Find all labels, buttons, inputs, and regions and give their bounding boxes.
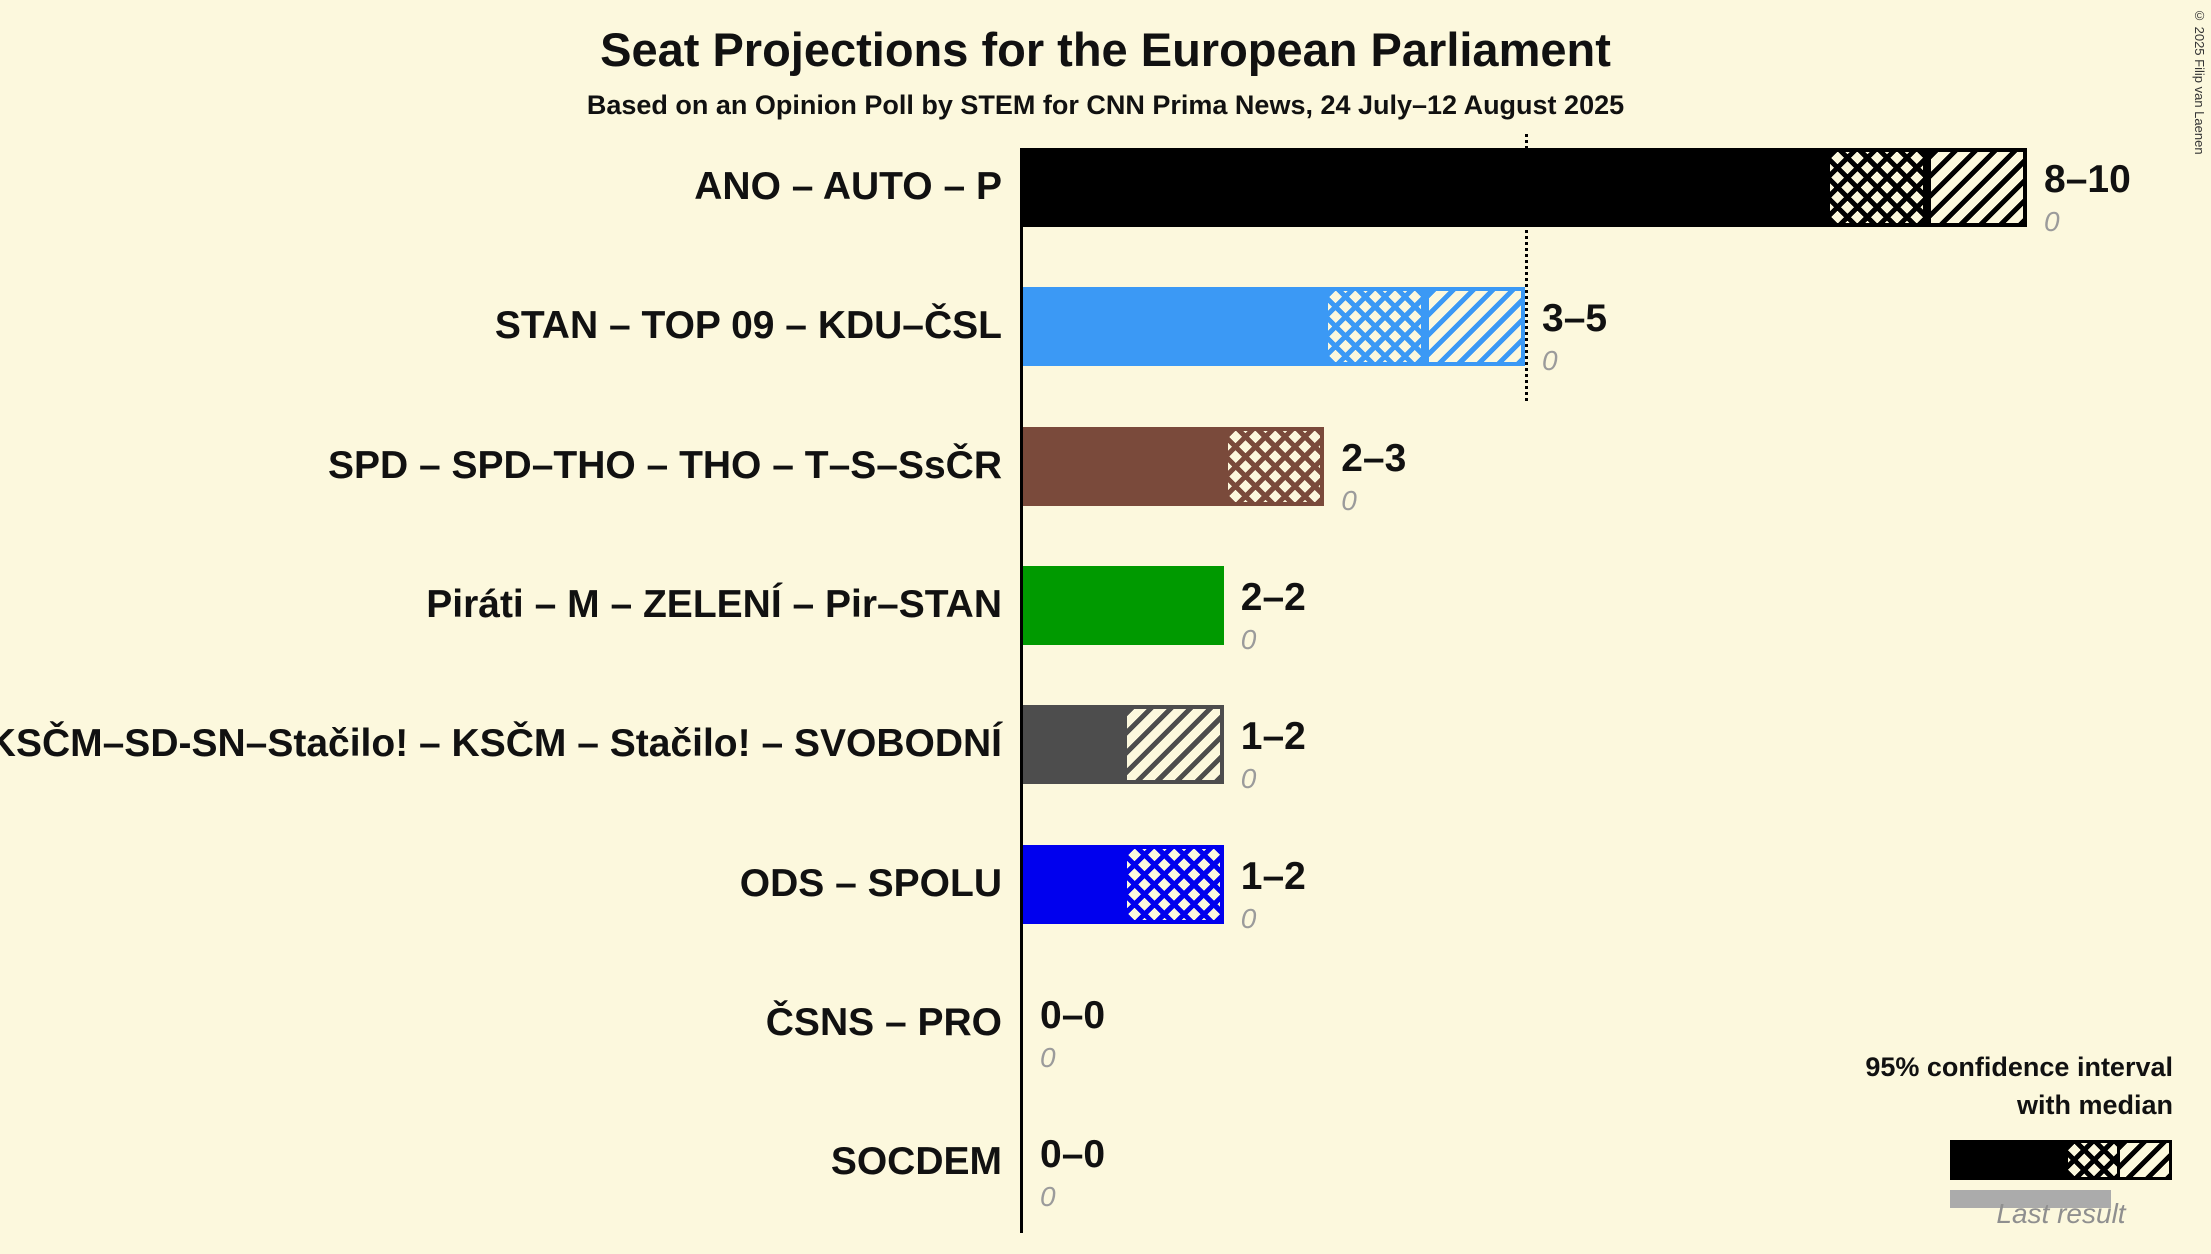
party-label: KSČM–SD-SN–Stačilo! – KSČM – Stačilo! – …: [0, 722, 1002, 766]
legend-solid-segment: [1953, 1143, 2065, 1177]
party-label: ODS – SPOLU: [739, 861, 1002, 905]
last-result-value: 0: [1341, 484, 1357, 516]
bar-crosshatch-segment: [1223, 426, 1325, 506]
confidence-interval-label: 0–0: [1040, 993, 1106, 1037]
bar-diagonal-segment: [1424, 287, 1525, 367]
bar-crosshatch-segment: [1324, 287, 1425, 367]
last-result-value: 0: [1542, 345, 1558, 377]
reference-dotted-line: [1525, 134, 1528, 401]
bar-crosshatch-segment: [1826, 148, 1927, 227]
confidence-interval-label: 2–3: [1341, 436, 1407, 480]
bar-solid-segment: [1023, 287, 1325, 367]
last-result-value: 0: [2044, 206, 2060, 237]
legend-ci-line2: with median: [2016, 1090, 2173, 1120]
legend-last-result-bar: [1950, 1190, 2111, 1208]
bar-diagonal-segment: [1123, 705, 1224, 785]
party-label: STAN – TOP 09 – KDU–ČSL: [494, 304, 1002, 348]
party-label: SPD – SPD–THO – THO – T–S–SsČR: [327, 443, 1002, 487]
legend-ci-line1: 95% confidence interval: [1865, 1052, 2173, 1082]
chart-row: SPD – SPD–THO – THO – T–S–SsČR 2–3 0: [0, 426, 2211, 566]
copyright-notice: © 2025 Filip van Laenen: [2192, 8, 2207, 155]
bar-solid-segment: [1023, 565, 1224, 645]
chart-row: SOCDEM 0–0 0: [0, 1123, 2211, 1254]
confidence-interval-label: 1–2: [1240, 854, 1306, 898]
bar-solid-segment: [1023, 705, 1124, 785]
chart-row: Piráti – M – ZELENÍ – Pir–STAN 2–2 0: [0, 565, 2211, 705]
chart-row: ODS – SPOLU 1–2 0: [0, 844, 2211, 984]
chart-title: Seat Projections for the European Parlia…: [600, 23, 1611, 76]
chart-row: ČSNS – PRO 0–0 0: [0, 984, 2211, 1123]
y-axis-line: [1020, 148, 1023, 1233]
chart-row: KSČM–SD-SN–Stačilo! – KSČM – Stačilo! – …: [0, 705, 2211, 844]
last-result-value: 0: [1240, 763, 1257, 795]
confidence-interval-label: 2–2: [1240, 575, 1306, 619]
chart-row: ANO – AUTO – P 8–10 0: [0, 148, 2211, 287]
bar-solid-segment: [1023, 148, 1827, 227]
chart-subtitle: Based on an Opinion Poll by STEM for CNN…: [586, 90, 1625, 120]
legend-last-result-label: Last result: [1996, 1198, 2126, 1229]
last-result-value: 0: [1240, 902, 1257, 934]
party-label: ANO – AUTO – P: [694, 165, 1002, 208]
party-label: Piráti – M – ZELENÍ – Pir–STAN: [426, 582, 1002, 626]
confidence-interval-label: 8–10: [2044, 158, 2131, 201]
chart-row: STAN – TOP 09 – KDU–ČSL 3–5 0: [0, 287, 2211, 426]
bar-crosshatch-segment: [1123, 844, 1224, 924]
bar-solid-segment: [1023, 426, 1224, 506]
legend-crosshatch-segment: [2065, 1143, 2117, 1177]
party-label: SOCDEM: [830, 1140, 1002, 1184]
confidence-interval-label: 1–2: [1240, 715, 1306, 759]
last-result-value: 0: [1040, 1041, 1056, 1073]
party-label: ČSNS – PRO: [765, 1000, 1002, 1044]
confidence-interval-label: 3–5: [1542, 297, 1608, 341]
bar-solid-segment: [1023, 844, 1124, 924]
legend-ci-sample-bar: [1950, 1140, 2172, 1180]
last-result-value: 0: [1240, 623, 1257, 655]
legend-diagonal-segment: [2117, 1143, 2169, 1177]
confidence-interval-label: 0–0: [1040, 1133, 1106, 1177]
bar-diagonal-segment: [1926, 148, 2027, 227]
last-result-value: 0: [1040, 1181, 1056, 1213]
